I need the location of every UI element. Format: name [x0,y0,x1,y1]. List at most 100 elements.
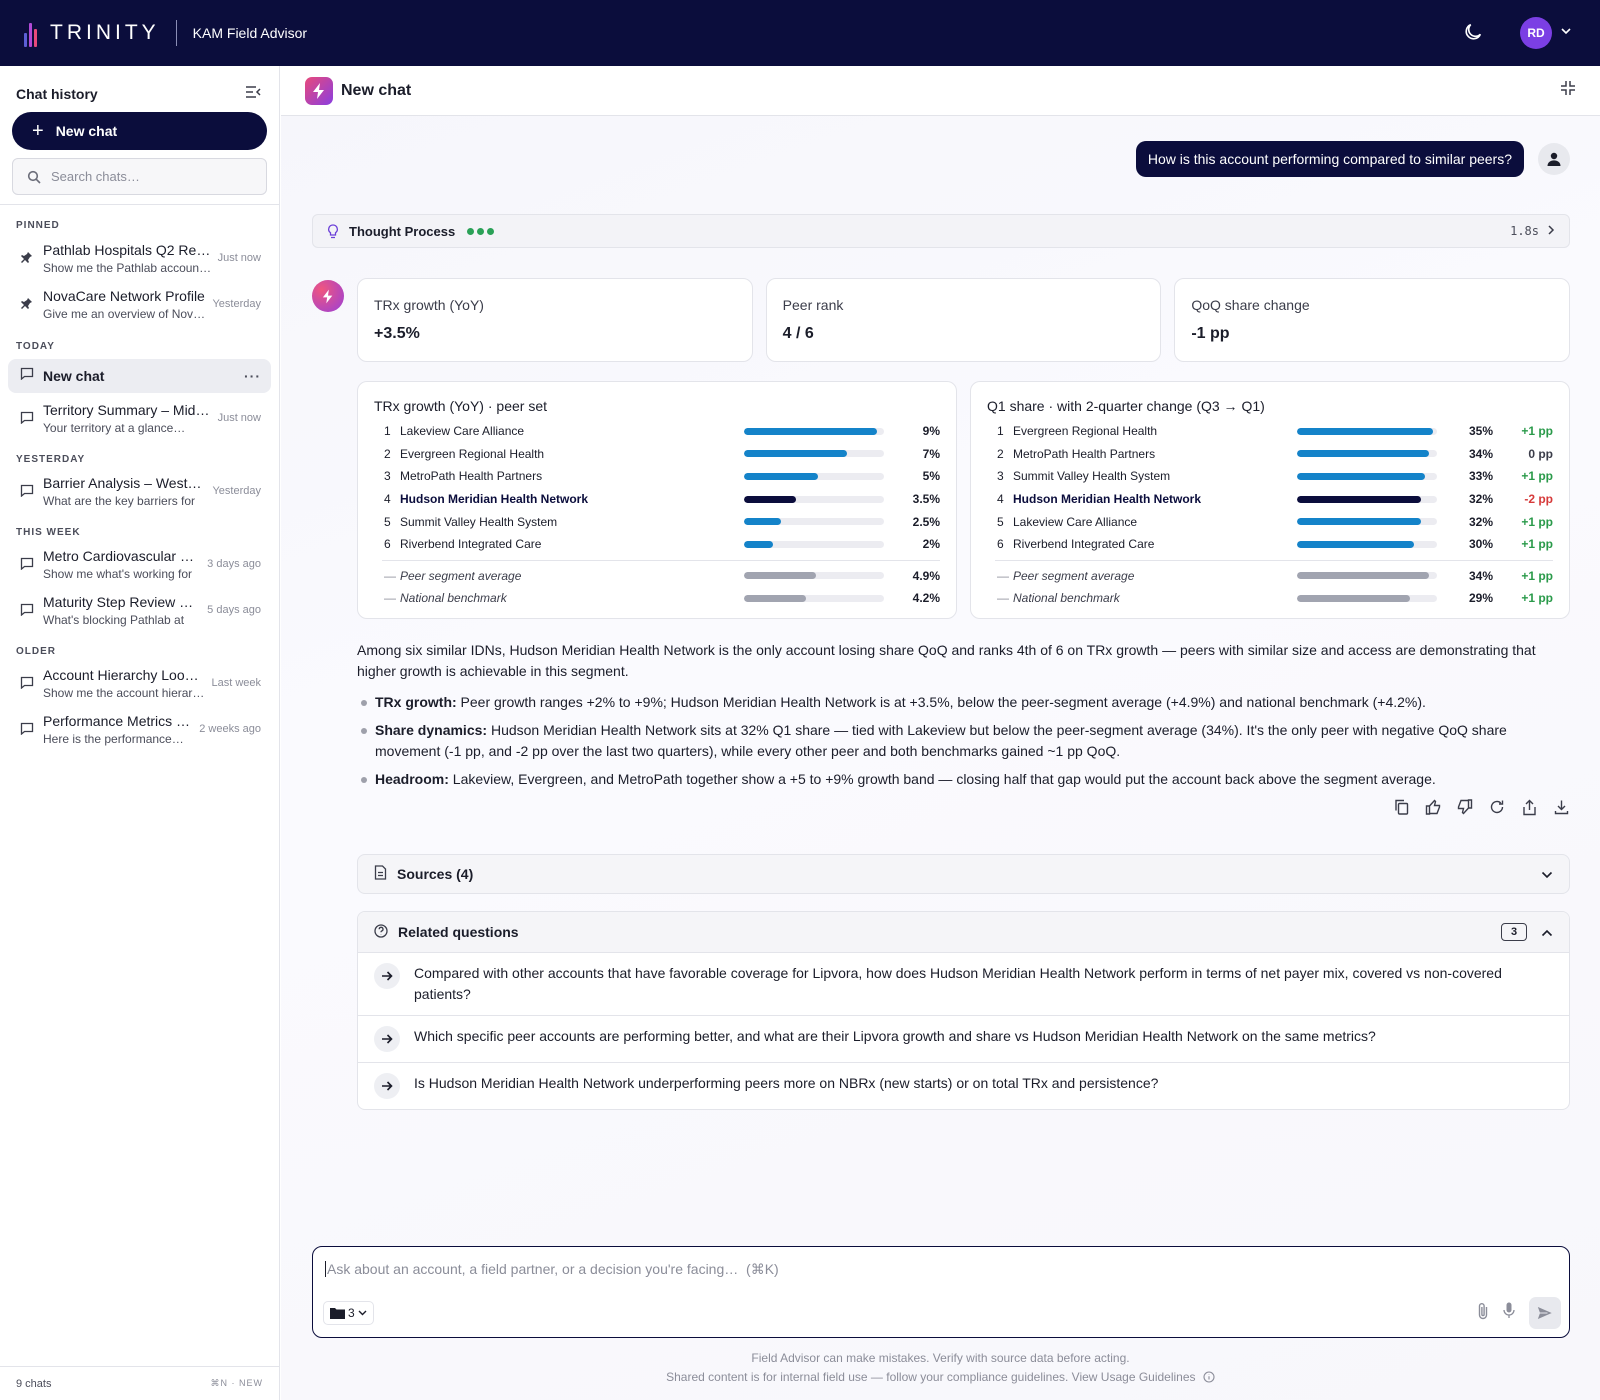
disclaimer-line-1: Field Advisor can make mistakes. Verify … [751,1351,1130,1365]
chat-header: New chat [281,66,1600,116]
related-question-text: Compared with other accounts that have f… [414,965,1502,1002]
chat-item-time: 5 days ago [207,604,261,616]
chat-item-week-2[interactable]: Maturity Step Review Pathlab What's bloc… [0,594,279,627]
message-input[interactable] [325,1261,1325,1277]
row-bar-fill [1297,594,1410,602]
user-avatar[interactable]: RD [1520,17,1552,49]
peer-row: 3 MetroPath Health Partners 5% [374,465,940,488]
row-name: Evergreen Regional Health [400,446,545,461]
thumbs-down-icon[interactable] [1456,798,1474,816]
peer-row: 2 MetroPath Health Partners 34% 0 pp [987,443,1553,466]
chevron-up-icon[interactable] [1541,924,1553,940]
bullet-text: Hudson Meridian Health Network sits at 3… [375,722,1507,759]
row-rank: — [384,568,396,583]
account-menu-chevron-icon[interactable] [1560,24,1572,42]
more-options-icon[interactable]: ··· [244,368,261,384]
row-bar-track [744,472,884,480]
row-bar-fill [744,540,774,548]
chat-bubble-icon [20,557,34,575]
row-value: 7% [922,446,940,461]
chat-item-title: Territory Summary – Midwest [43,402,212,418]
row-bar-fill [744,427,877,435]
search-placeholder: Search chats… [51,169,140,184]
row-bar-fill [1297,495,1422,503]
row-rank: 6 [997,537,1004,552]
chat-item-older-1[interactable]: Account Hierarchy Lookup Show me the acc… [0,667,279,700]
search-chats-input[interactable]: Search chats… [12,158,267,195]
chat-item-pinned-2[interactable]: NovaCare Network Profile Give me an over… [0,288,279,321]
folder-icon [330,1308,345,1319]
chat-item-yesterday-1[interactable]: Barrier Analysis – Westside What are the… [0,475,279,508]
send-icon [1536,1305,1554,1321]
send-button[interactable] [1529,1297,1561,1329]
peer-row: 5 Summit Valley Health System 2.5% [374,510,940,533]
chat-item-time: 3 days ago [207,558,261,570]
row-bar-track [744,572,884,580]
peer-row: 1 Evergreen Regional Health 35% +1 pp [987,420,1553,443]
new-chat-button[interactable]: + New chat [12,112,267,150]
row-value: 2.5% [912,514,940,529]
bullet-label: Headroom: [375,771,449,787]
search-icon [27,170,41,184]
minimize-icon[interactable] [1560,80,1576,101]
share-icon[interactable] [1520,798,1538,816]
brand-wordmark: TRINITY [50,21,160,44]
row-rank: — [997,591,1009,606]
related-question-item[interactable]: Is Hudson Meridian Health Network underp… [358,1063,1569,1109]
chat-bubble-icon [20,367,34,385]
document-icon [374,865,387,883]
row-rank: 3 [997,469,1004,484]
collapse-sidebar-icon[interactable] [245,85,261,104]
chat-item-time: Yesterday [212,485,261,497]
context-folder-button[interactable]: 3 [323,1301,374,1325]
peer-row: 4 Hudson Meridian Health Network 3.5% [374,488,940,511]
copy-icon[interactable] [1392,798,1410,816]
answer-intro: Among six similar IDNs, Hudson Meridian … [357,642,1536,679]
chat-item-active[interactable]: New chat ··· [8,359,271,393]
chart-title: TRx growth (YoY) · peer set [374,398,547,414]
row-bar-track [1297,540,1437,548]
chat-bubble-icon [20,676,34,694]
download-icon[interactable] [1552,798,1570,816]
thought-process-toggle[interactable]: Thought Process 1.8s [312,214,1570,248]
row-value: 9% [922,424,940,439]
attach-icon[interactable] [1477,1302,1489,1325]
chat-count: 9 chats [16,1377,52,1390]
row-bar-fill [744,594,806,602]
chat-item-today-2[interactable]: Territory Summary – Midwest Your territo… [0,402,279,435]
regenerate-icon[interactable] [1488,798,1506,816]
info-icon[interactable] [1203,1371,1215,1383]
disclaimer-line-2-text[interactable]: Shared content is for internal field use… [666,1370,1196,1384]
peer-row: 1 Lakeview Care Alliance 9% [374,420,940,443]
thumbs-up-icon[interactable] [1424,798,1442,816]
microphone-icon[interactable] [1503,1302,1515,1324]
sidebar-title: Chat history [16,86,98,102]
row-name: Riverbend Integrated Care [1013,537,1155,552]
benchmark-row: — Peer segment average 4.9% [374,565,940,588]
bullet-text: Lakeview, Evergreen, and MetroPath toget… [448,771,1436,787]
chat-item-week-1[interactable]: Metro Cardiovascular Group Show me what'… [0,548,279,581]
kpi-peer-rank: Peer rank 4 / 6 [765,278,1162,362]
related-questions-header[interactable]: Related questions 3 [358,912,1569,953]
related-question-item[interactable]: Compared with other accounts that have f… [358,953,1569,1016]
benchmark-row: — Peer segment average 34% +1 pp [987,565,1553,588]
related-question-item[interactable]: Which specific peer accounts are perform… [358,1016,1569,1063]
brand[interactable]: TRINITY KAM Field Advisor [24,19,307,47]
row-bar-track [1297,450,1437,458]
chat-bubble-icon [20,484,34,502]
new-chat-label: New chat [55,123,118,139]
row-name: National benchmark [1013,591,1120,606]
q1-share-chart: Q1 share · with 2-quarter change (Q3 → Q… [970,381,1570,619]
trinity-logo-icon [24,19,40,47]
row-bar-track [1297,495,1437,503]
related-count-badge: 3 [1501,923,1527,941]
message-composer: 3 [312,1246,1570,1338]
chat-item-title: Metro Cardiovascular Group [43,548,201,564]
assistant-avatar [312,280,344,312]
chat-item-older-2[interactable]: Performance Metrics Review Here is the p… [0,713,279,746]
sources-accordion[interactable]: Sources (4) [357,854,1570,894]
chat-item-pinned-1[interactable]: Pathlab Hospitals Q2 Review Show me the … [0,242,279,275]
chat-item-preview: What's blocking Pathlab at [43,613,185,627]
chat-item-title: New chat [43,368,105,384]
dark-mode-toggle-icon[interactable] [1462,21,1486,45]
